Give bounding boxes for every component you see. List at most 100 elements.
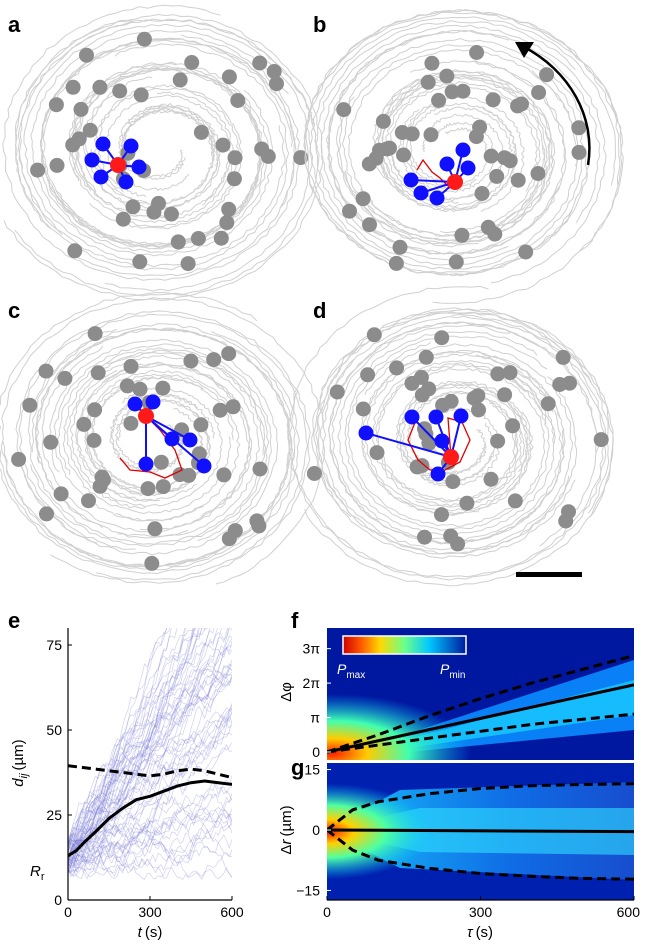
distance-trace <box>68 840 232 879</box>
xlabel-e: t (s) <box>138 924 163 941</box>
solid-mean-line <box>327 683 634 754</box>
cell-marker <box>342 203 357 219</box>
neighbor-cell <box>127 396 143 412</box>
cell-marker <box>507 493 523 509</box>
cell-marker <box>190 231 206 246</box>
cell-marker <box>163 206 179 222</box>
track-line <box>309 16 617 270</box>
distance-trace <box>68 628 203 864</box>
cell-marker <box>269 76 284 92</box>
neighbor-cell <box>428 409 444 425</box>
dashed-bound-line <box>327 828 634 881</box>
cell-marker <box>414 387 430 403</box>
cell-marker <box>221 346 237 362</box>
cell-marker <box>439 68 455 84</box>
cell-marker <box>431 92 447 108</box>
cell-marker <box>424 55 440 71</box>
cell-marker <box>147 521 163 537</box>
ytick-label-e: 25 <box>46 807 62 823</box>
cell-marker <box>434 507 449 523</box>
neighbor-cell <box>145 394 161 410</box>
cell-marker <box>539 67 555 83</box>
panel-e-plot: 0 25 50 75 0 300 600 dij(µm) t (s) Rr <box>10 628 244 941</box>
cell-marker <box>404 375 420 391</box>
track-line <box>328 36 566 255</box>
neighbor-cell <box>138 456 154 472</box>
track-line <box>404 102 489 188</box>
cell-marker <box>474 186 490 201</box>
cell-marker <box>90 365 106 381</box>
cell-marker <box>252 55 268 71</box>
cell-marker <box>212 402 228 418</box>
distance-trace <box>68 710 232 854</box>
cell-marker <box>184 55 200 70</box>
cell-marker <box>215 137 231 153</box>
focal-cell <box>110 157 126 173</box>
distance-trace <box>68 712 232 865</box>
cell-marker <box>115 211 131 227</box>
neighbor-cell <box>84 152 100 168</box>
scale-bar <box>516 572 582 577</box>
track-line <box>395 380 532 515</box>
cell-marker <box>86 432 102 448</box>
track-line <box>375 362 547 503</box>
track-line <box>68 62 235 223</box>
cell-marker <box>392 239 408 255</box>
dashed-bound-line <box>327 712 634 754</box>
cell-marker <box>216 467 232 483</box>
cell-marker <box>355 191 371 207</box>
neighbor-cell <box>455 142 471 158</box>
distance-trace <box>68 628 199 849</box>
cell-marker <box>266 64 282 79</box>
track-line <box>2 4 300 281</box>
cell-marker <box>22 397 38 413</box>
distance-trace <box>68 628 206 846</box>
track-line <box>341 44 585 242</box>
track-line <box>89 84 243 230</box>
distance-trace <box>68 671 232 872</box>
cell-marker <box>336 102 352 118</box>
distance-trace <box>68 709 232 862</box>
cell-marker <box>445 474 461 490</box>
panel-label-f: f <box>291 608 299 633</box>
cell-marker <box>459 495 475 511</box>
track-line <box>402 95 525 212</box>
solid-mean-line <box>68 779 232 858</box>
distance-trace <box>68 645 232 877</box>
neighbor-cell <box>430 466 446 482</box>
cell-marker <box>133 87 149 103</box>
track-line <box>0 291 300 575</box>
cell-marker <box>11 451 27 467</box>
cell-marker <box>510 172 526 188</box>
track-line <box>74 68 263 246</box>
cell-marker <box>65 137 81 153</box>
neighbor-cell <box>358 425 374 441</box>
track-line <box>401 385 526 508</box>
track-line <box>39 37 297 277</box>
distance-trace <box>68 681 232 847</box>
snapshot-panel-b <box>303 9 624 304</box>
axis-ticks-f: 0 π 2π 3π <box>303 641 331 760</box>
cell-marker <box>155 380 171 396</box>
neighbor-cell <box>131 159 147 175</box>
cell-marker <box>389 360 405 376</box>
cell-marker <box>43 434 59 450</box>
cell-marker <box>144 555 160 571</box>
cell-marker <box>593 432 609 448</box>
distance-trace <box>68 834 232 873</box>
mean-lines-f <box>327 654 634 754</box>
distance-trace <box>68 808 232 863</box>
distance-trace <box>68 742 232 844</box>
snapshot-panel-c <box>0 291 327 585</box>
distance-trace <box>68 713 232 868</box>
colorbar-max-label: Pmax <box>337 661 365 681</box>
distance-trace <box>68 628 229 867</box>
thin-trajectory-traces <box>68 628 232 881</box>
distance-trace <box>68 628 197 843</box>
track-line <box>14 19 290 271</box>
snapshot-panel-a <box>2 4 324 301</box>
cell-marker <box>67 243 83 259</box>
cell-marker <box>112 83 128 99</box>
ylabel-f: Δφ <box>278 682 295 702</box>
track-line <box>376 364 527 502</box>
